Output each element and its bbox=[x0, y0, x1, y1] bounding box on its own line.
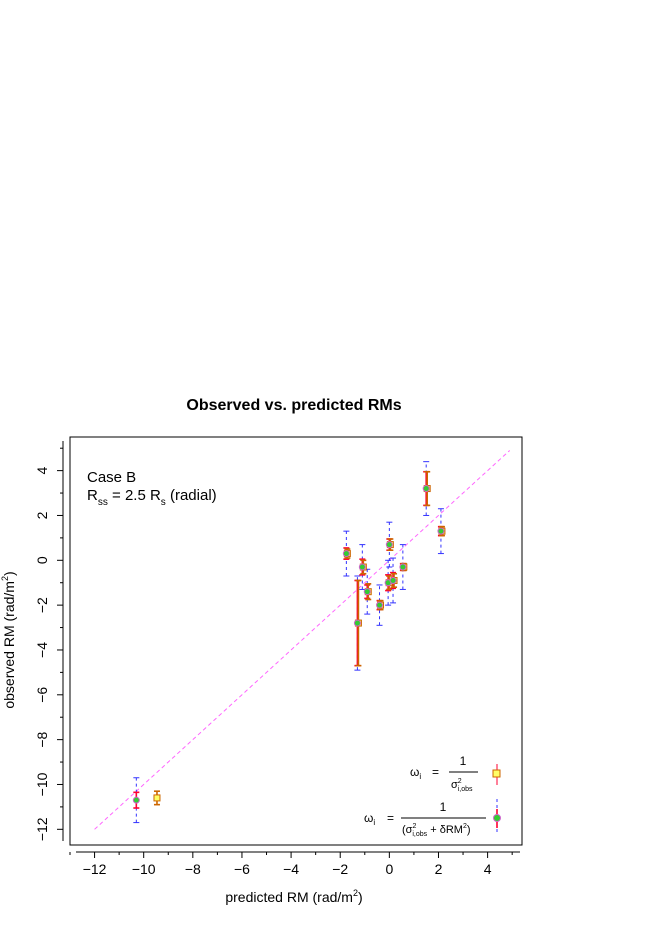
circle-point bbox=[132, 796, 140, 804]
y-tick-label: −12 bbox=[34, 817, 50, 841]
reference-line bbox=[94, 450, 511, 830]
radius-label: Rss = 2.5 Rs (radial) bbox=[87, 487, 217, 508]
x-tick-label: −10 bbox=[132, 861, 156, 877]
chart-title: Observed vs. predicted RMs bbox=[186, 397, 401, 414]
legend: ωi = 1 σ2 i,obs ωi = 1 (σ2 i,obs + δRM2) bbox=[364, 754, 501, 838]
y-tick-label: −2 bbox=[34, 597, 50, 613]
circle-point bbox=[399, 563, 407, 571]
circle-point bbox=[358, 563, 366, 571]
circle-point bbox=[353, 619, 361, 627]
x-tick-label: 4 bbox=[484, 861, 492, 877]
plot-frame bbox=[69, 436, 523, 846]
x-axis-label: predicted RM (rad/m2) bbox=[225, 888, 362, 905]
reference-line-layer bbox=[94, 450, 511, 830]
y-tick-label: −8 bbox=[34, 731, 50, 747]
y-axis-label: observed RM (rad/m2) bbox=[0, 571, 17, 708]
legend-1-eq: = bbox=[432, 765, 439, 779]
y-tick-label: −4 bbox=[34, 642, 50, 658]
case-annotation: Case B Rss = 2.5 Rs (radial) bbox=[87, 469, 217, 508]
circle-point bbox=[363, 588, 371, 596]
circle-point bbox=[422, 485, 430, 493]
circle-point bbox=[376, 601, 384, 609]
legend-1-num: 1 bbox=[460, 754, 467, 768]
legend-2-eq: = bbox=[387, 811, 394, 825]
y-tick-label: 0 bbox=[34, 556, 50, 564]
legend-1-den: σ2 i,obs bbox=[451, 778, 473, 793]
x-tick-label: 2 bbox=[435, 861, 443, 877]
legend-circle-marker bbox=[493, 814, 501, 822]
x-tick-label: −8 bbox=[185, 861, 201, 877]
case-label: Case B bbox=[87, 469, 136, 486]
y-tick-label: −6 bbox=[34, 687, 50, 703]
circle-point bbox=[389, 576, 397, 584]
points-layer bbox=[132, 461, 446, 824]
legend-2-den: (σ2 i,obs + δRM2) bbox=[402, 823, 471, 838]
y-tick-label: 4 bbox=[34, 467, 50, 475]
legend-2-lhs: ωi bbox=[364, 811, 375, 827]
legend-square-marker bbox=[492, 769, 501, 778]
circle-point bbox=[437, 527, 445, 535]
y-axis: −12 −10 −8 −6 −4 −2 0 2 4 bbox=[34, 441, 64, 841]
x-axis: −12 −10 −8 −6 −4 −2 0 2 4 bbox=[69, 851, 520, 877]
square-point bbox=[153, 794, 161, 802]
x-tick-label: −12 bbox=[83, 861, 107, 877]
legend-2-num: 1 bbox=[440, 800, 447, 814]
y-tick-label: −10 bbox=[34, 772, 50, 796]
legend-1-lhs: ωi bbox=[410, 765, 421, 781]
legend-entry-1: ωi = 1 σ2 i,obs bbox=[410, 754, 478, 793]
circle-point bbox=[385, 541, 393, 549]
x-tick-label: −2 bbox=[332, 861, 348, 877]
x-tick-label: −4 bbox=[283, 861, 299, 877]
x-tick-label: 0 bbox=[385, 861, 393, 877]
circle-point bbox=[342, 550, 350, 558]
y-tick-label: 2 bbox=[34, 511, 50, 519]
legend-entry-2: ωi = 1 (σ2 i,obs + δRM2) bbox=[364, 800, 486, 838]
x-tick-label: −6 bbox=[234, 861, 250, 877]
